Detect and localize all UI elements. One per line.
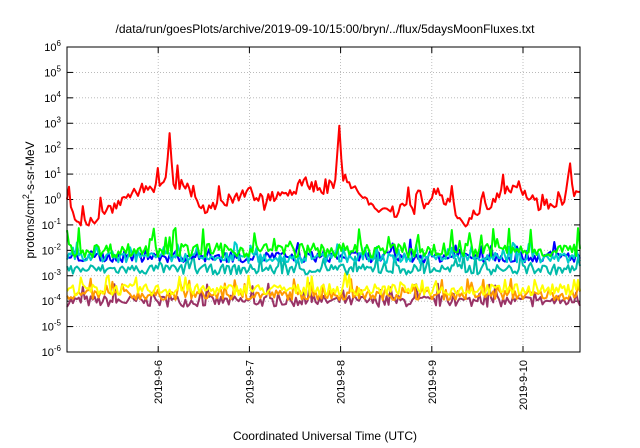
y-tick-base: 10 xyxy=(44,169,56,181)
flux-series-line xyxy=(66,241,581,264)
y-tick-exp: 2 xyxy=(57,141,62,150)
y-axis-label-rest: -s-sr-MeV xyxy=(23,141,37,194)
flux-series-line xyxy=(66,272,581,297)
y-tick-label: 100 xyxy=(44,192,61,207)
y-tick-label: 10-4 xyxy=(42,293,62,308)
y-tick-base: 10 xyxy=(42,220,54,232)
y-tick-base: 10 xyxy=(42,322,54,334)
x-axis-label: Coordinated Universal Time (UTC) xyxy=(233,429,417,443)
y-tick-base: 10 xyxy=(44,144,56,156)
y-tick-exp: -3 xyxy=(54,268,62,277)
y-tick-base: 10 xyxy=(42,245,54,257)
y-tick-exp: -2 xyxy=(54,242,62,251)
x-tick-label: 2019-9-7 xyxy=(244,360,256,404)
y-tick-label: 10-6 xyxy=(42,344,62,359)
y-tick-label: 101 xyxy=(44,166,61,181)
y-tick-exp: 3 xyxy=(57,115,62,124)
y-axis-label: protons/cm2-s-sr-MeV xyxy=(21,141,37,258)
y-tick-label: 10-5 xyxy=(42,319,62,334)
y-tick-exp: -6 xyxy=(54,344,62,353)
y-tick-exp: 4 xyxy=(57,90,62,99)
y-axis-label-sup: 2 xyxy=(21,194,31,199)
axis-ticks xyxy=(67,46,580,353)
y-tick-label: 10-2 xyxy=(42,242,62,257)
y-tick-label: 10-1 xyxy=(42,217,62,232)
y-tick-base: 10 xyxy=(44,67,56,79)
chart-title: /data/run/goesPlots/archive/2019-09-10/1… xyxy=(116,22,536,36)
y-tick-base: 10 xyxy=(44,195,56,207)
x-tick-label: 2019-9-6 xyxy=(153,360,165,404)
flux-series-line xyxy=(66,252,581,276)
y-tick-exp: -5 xyxy=(54,319,62,328)
y-tick-label: 10-3 xyxy=(42,268,62,283)
y-tick-label: 105 xyxy=(44,64,61,79)
y-tick-base: 10 xyxy=(42,347,54,359)
x-tick-label: 2019-9-10 xyxy=(518,360,530,410)
flux-series-line xyxy=(66,124,580,228)
plot-frame xyxy=(66,46,581,353)
y-tick-labels: 10-610-510-410-310-210-11001011021031041… xyxy=(42,39,62,359)
y-tick-exp: -4 xyxy=(54,293,62,302)
y-tick-exp: 6 xyxy=(57,39,62,48)
y-tick-label: 106 xyxy=(44,39,61,54)
y-tick-base: 10 xyxy=(44,118,56,130)
y-tick-exp: -1 xyxy=(54,217,62,226)
data-series xyxy=(66,124,581,308)
y-tick-base: 10 xyxy=(42,296,54,308)
y-tick-label: 102 xyxy=(44,141,61,156)
x-tick-label: 2019-9-9 xyxy=(427,360,439,404)
y-tick-label: 104 xyxy=(44,90,61,105)
flux-series-line xyxy=(66,227,581,259)
y-tick-base: 10 xyxy=(44,42,56,54)
x-tick-label: 2019-9-8 xyxy=(336,360,348,404)
x-tick-labels: 2019-9-6 2019-9-7 2019-9-8 2019-9-9 2019-9-1… xyxy=(153,360,530,410)
y-tick-exp: 1 xyxy=(57,166,62,175)
y-axis-label-base: protons/cm xyxy=(23,199,37,258)
y-tick-base: 10 xyxy=(44,93,56,105)
y-tick-exp: 5 xyxy=(57,64,62,73)
y-tick-label: 103 xyxy=(44,115,61,130)
grid-lines xyxy=(67,47,580,352)
y-tick-base: 10 xyxy=(42,271,54,283)
y-tick-exp: 0 xyxy=(57,192,62,201)
